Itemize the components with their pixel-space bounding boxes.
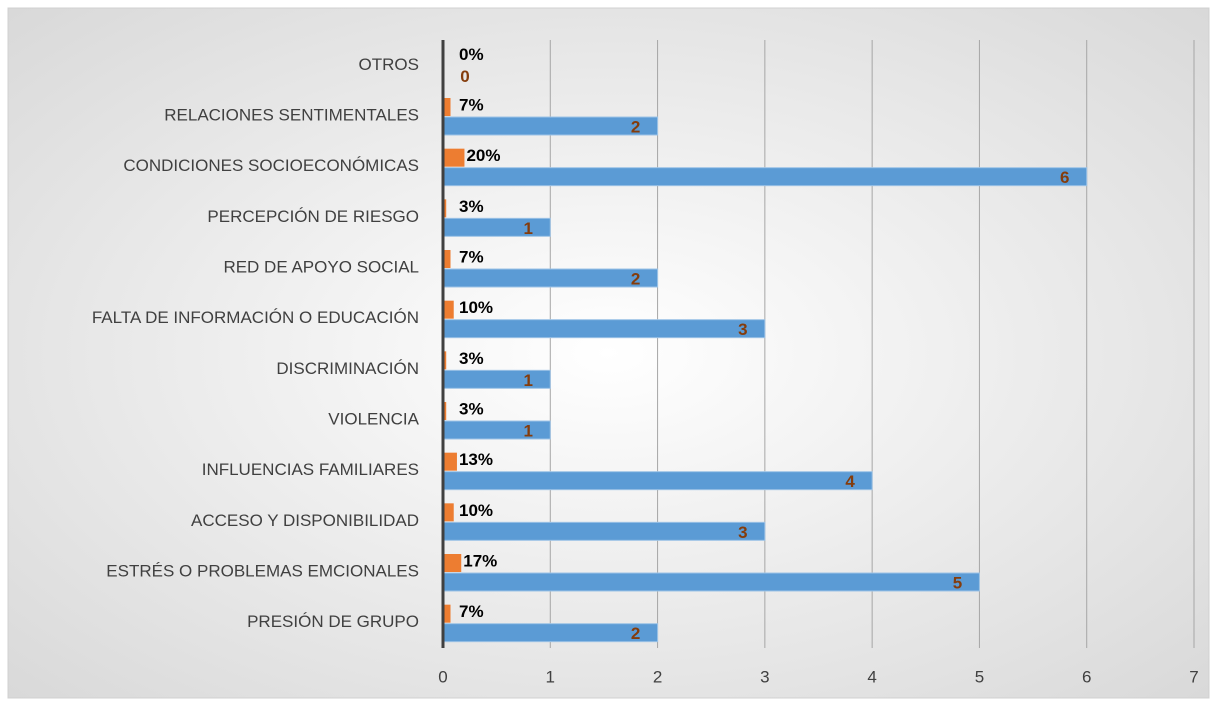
x-tick-label: 5 xyxy=(975,667,984,686)
bar xyxy=(442,572,980,592)
value-label: 2 xyxy=(631,624,640,643)
y-tick-label: INFLUENCIAS FAMILIARES xyxy=(202,460,419,479)
x-tick-label: 4 xyxy=(867,667,876,686)
bar xyxy=(442,623,659,643)
bar xyxy=(443,402,447,420)
y-tick-label: PRESIÓN DE GRUPO xyxy=(247,612,419,631)
bar xyxy=(443,554,462,572)
bar xyxy=(443,199,447,218)
bar xyxy=(442,420,551,440)
value-label: 1 xyxy=(524,421,533,440)
value-label: 3 xyxy=(738,320,747,339)
value-label: 2 xyxy=(631,117,640,136)
value-label: 20% xyxy=(466,146,500,165)
x-tick-label: 1 xyxy=(546,667,555,686)
x-tick-label: 0 xyxy=(438,667,447,686)
value-label: 7% xyxy=(459,247,484,266)
y-tick-label: DISCRIMINACIÓN xyxy=(276,359,419,378)
x-tick-label: 3 xyxy=(760,667,769,686)
value-label: 3% xyxy=(459,197,484,216)
y-tick-label: VIOLENCIA xyxy=(328,409,419,428)
y-tick-label: PERCEPCIÓN DE RIESGO xyxy=(207,207,419,226)
value-label: 4 xyxy=(845,472,855,491)
x-tick-label: 7 xyxy=(1189,667,1198,686)
value-label: 2 xyxy=(631,269,640,288)
value-label: 7% xyxy=(459,95,484,114)
bar xyxy=(442,167,1088,187)
value-label: 1 xyxy=(524,371,533,390)
value-label: 7% xyxy=(459,602,484,621)
value-label: 5 xyxy=(953,573,962,592)
value-label: 17% xyxy=(463,551,497,570)
value-label: 0% xyxy=(459,45,484,64)
value-label: 6 xyxy=(1060,168,1069,187)
x-tick-label: 6 xyxy=(1082,667,1091,686)
y-tick-label: ACCESO Y DISPONIBILIDAD xyxy=(191,511,419,530)
value-label: 13% xyxy=(459,450,493,469)
y-tick-label: RELACIONES SENTIMENTALES xyxy=(164,105,419,124)
value-label: 10% xyxy=(459,501,493,520)
bar xyxy=(442,319,766,339)
bar xyxy=(442,521,766,541)
bar xyxy=(443,351,447,370)
value-label: 1 xyxy=(524,219,533,238)
bar xyxy=(442,471,873,491)
bar xyxy=(443,300,454,319)
bar xyxy=(442,268,659,288)
x-tick-label: 2 xyxy=(653,667,662,686)
bar xyxy=(443,503,454,522)
y-tick-label: RED DE APOYO SOCIAL xyxy=(223,257,419,276)
bar xyxy=(443,452,457,471)
value-label: 3% xyxy=(459,399,484,418)
bar xyxy=(443,148,465,167)
y-tick-label: OTROS xyxy=(359,55,419,74)
bar xyxy=(443,98,451,116)
value-label: 0 xyxy=(460,67,469,86)
bar xyxy=(443,250,451,268)
bar xyxy=(442,116,659,136)
bar xyxy=(443,604,451,623)
y-tick-label: ESTRÉS O PROBLEMAS EMCIONALES xyxy=(106,561,419,580)
value-label: 3% xyxy=(459,349,484,368)
value-label: 3 xyxy=(738,523,747,542)
y-tick-label: CONDICIONES SOCIOECONÓMICAS xyxy=(123,156,419,175)
bar xyxy=(442,369,551,389)
y-tick-label: FALTA DE INFORMACIÓN O EDUCACIÓN xyxy=(92,308,419,327)
value-label: 10% xyxy=(459,298,493,317)
bar xyxy=(442,217,551,237)
